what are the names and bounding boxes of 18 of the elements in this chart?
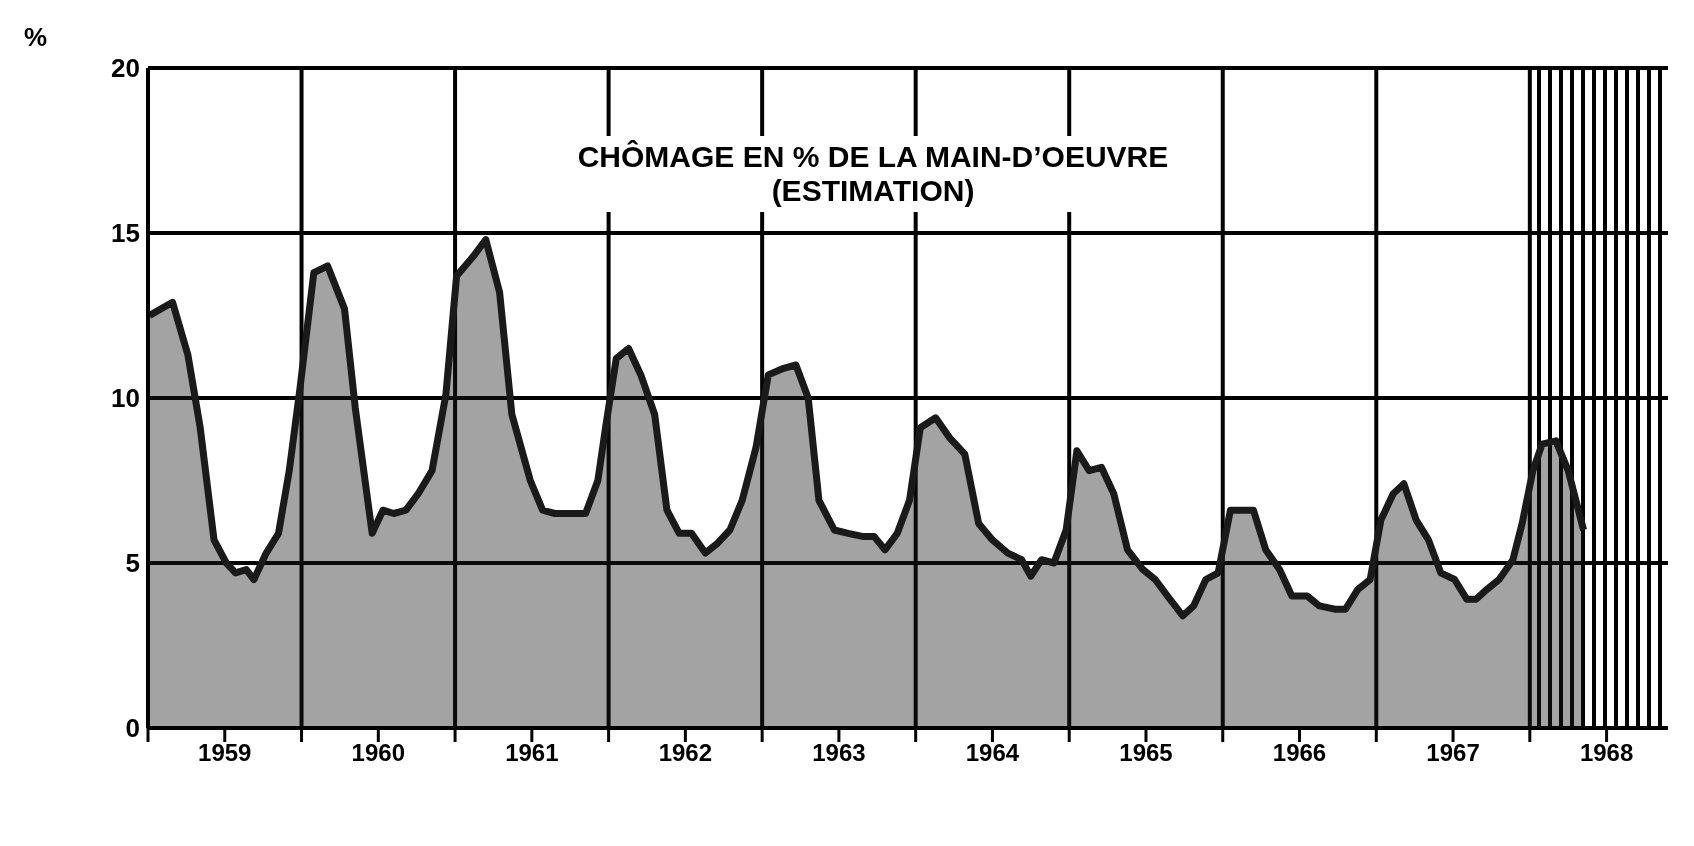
text: CHÔMAGE EN % DE LA MAIN-D’OEUVRE bbox=[576, 140, 1170, 174]
y-tick-label: 0 bbox=[125, 713, 140, 744]
y-tick-label: 10 bbox=[111, 383, 140, 414]
y-axis-title: % bbox=[24, 22, 48, 53]
x-tick-label: 1967 bbox=[1426, 739, 1480, 767]
x-tick-label: 1964 bbox=[965, 739, 1020, 767]
x-tick-label: 1962 bbox=[658, 739, 713, 767]
x-tick-label: 1966 bbox=[1272, 739, 1327, 767]
x-tick-label: 1965 bbox=[1119, 739, 1173, 767]
x-tick-label: 1960 bbox=[351, 739, 405, 767]
x-tick-label: 1959 bbox=[198, 739, 252, 767]
x-tick-label: 1968 bbox=[1579, 739, 1634, 767]
y-tick-label: 15 bbox=[111, 218, 140, 249]
y-tick-label: 20 bbox=[111, 53, 140, 84]
x-tick-label: 1963 bbox=[812, 739, 866, 767]
text: (ESTIMATION) bbox=[770, 174, 976, 208]
x-tick-label: 1961 bbox=[505, 739, 559, 767]
y-tick-label: 5 bbox=[125, 548, 140, 579]
